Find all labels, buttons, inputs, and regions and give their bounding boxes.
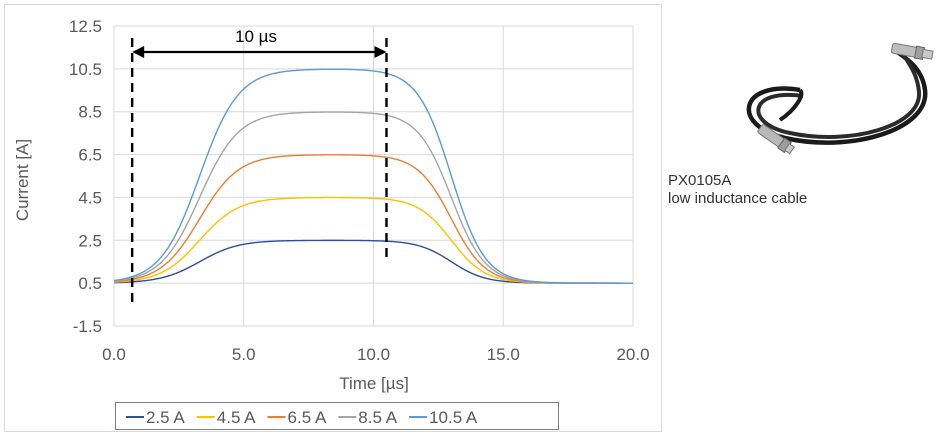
- y-tick-label: -1.5: [73, 317, 102, 336]
- y-tick-label: 10.5: [69, 60, 102, 79]
- legend-label-2: 4.5 A: [217, 408, 256, 427]
- y-axis-label: Current [A]: [13, 139, 32, 221]
- arrow-head-right: [374, 46, 387, 58]
- chart-frame: [4, 4, 662, 432]
- legend: 2.5 A 4.5 A 6.5 A 8.5 A 10.5 A: [115, 402, 559, 430]
- x-axis-label: Time [µs]: [339, 374, 409, 393]
- legend-label-1: 2.5 A: [146, 408, 185, 427]
- legend-label-4: 8.5 A: [358, 408, 397, 427]
- series-layer: [113, 68, 633, 284]
- series-line-5: [113, 68, 633, 284]
- y-tick-label: 0.5: [78, 274, 102, 293]
- y-tick-label: 6.5: [78, 146, 102, 165]
- x-tick-label: 15.0: [487, 345, 520, 364]
- x-tick-label: 20.0: [616, 345, 649, 364]
- x-tick-label: 10.0: [357, 345, 390, 364]
- y-tick-label: 2.5: [78, 231, 102, 250]
- legend-label-5: 10.5 A: [429, 408, 478, 427]
- image-caption-model: PX0105A: [668, 172, 732, 189]
- x-tick-label: 0.0: [102, 345, 126, 364]
- y-tick-label: 12.5: [69, 17, 102, 36]
- grid-layer: [113, 25, 634, 327]
- image-caption-description: low inductance cable: [668, 190, 808, 207]
- arrow-head-left: [132, 46, 145, 58]
- coaxial-cable-photo: [746, 42, 934, 155]
- pulse-markers: [130, 38, 388, 304]
- x-tick-label: 5.0: [232, 345, 256, 364]
- legend-label-3: 6.5 A: [288, 408, 327, 427]
- pulse-width-label: 10 µs: [235, 27, 277, 46]
- tick-labels: -1.5 0.5 2.5 4.5 6.5 8.5 10.5 12.5 0.0 5.0 10.0 15.…: [69, 17, 650, 364]
- y-tick-label: 4.5: [78, 188, 102, 207]
- y-tick-label: 8.5: [78, 103, 102, 122]
